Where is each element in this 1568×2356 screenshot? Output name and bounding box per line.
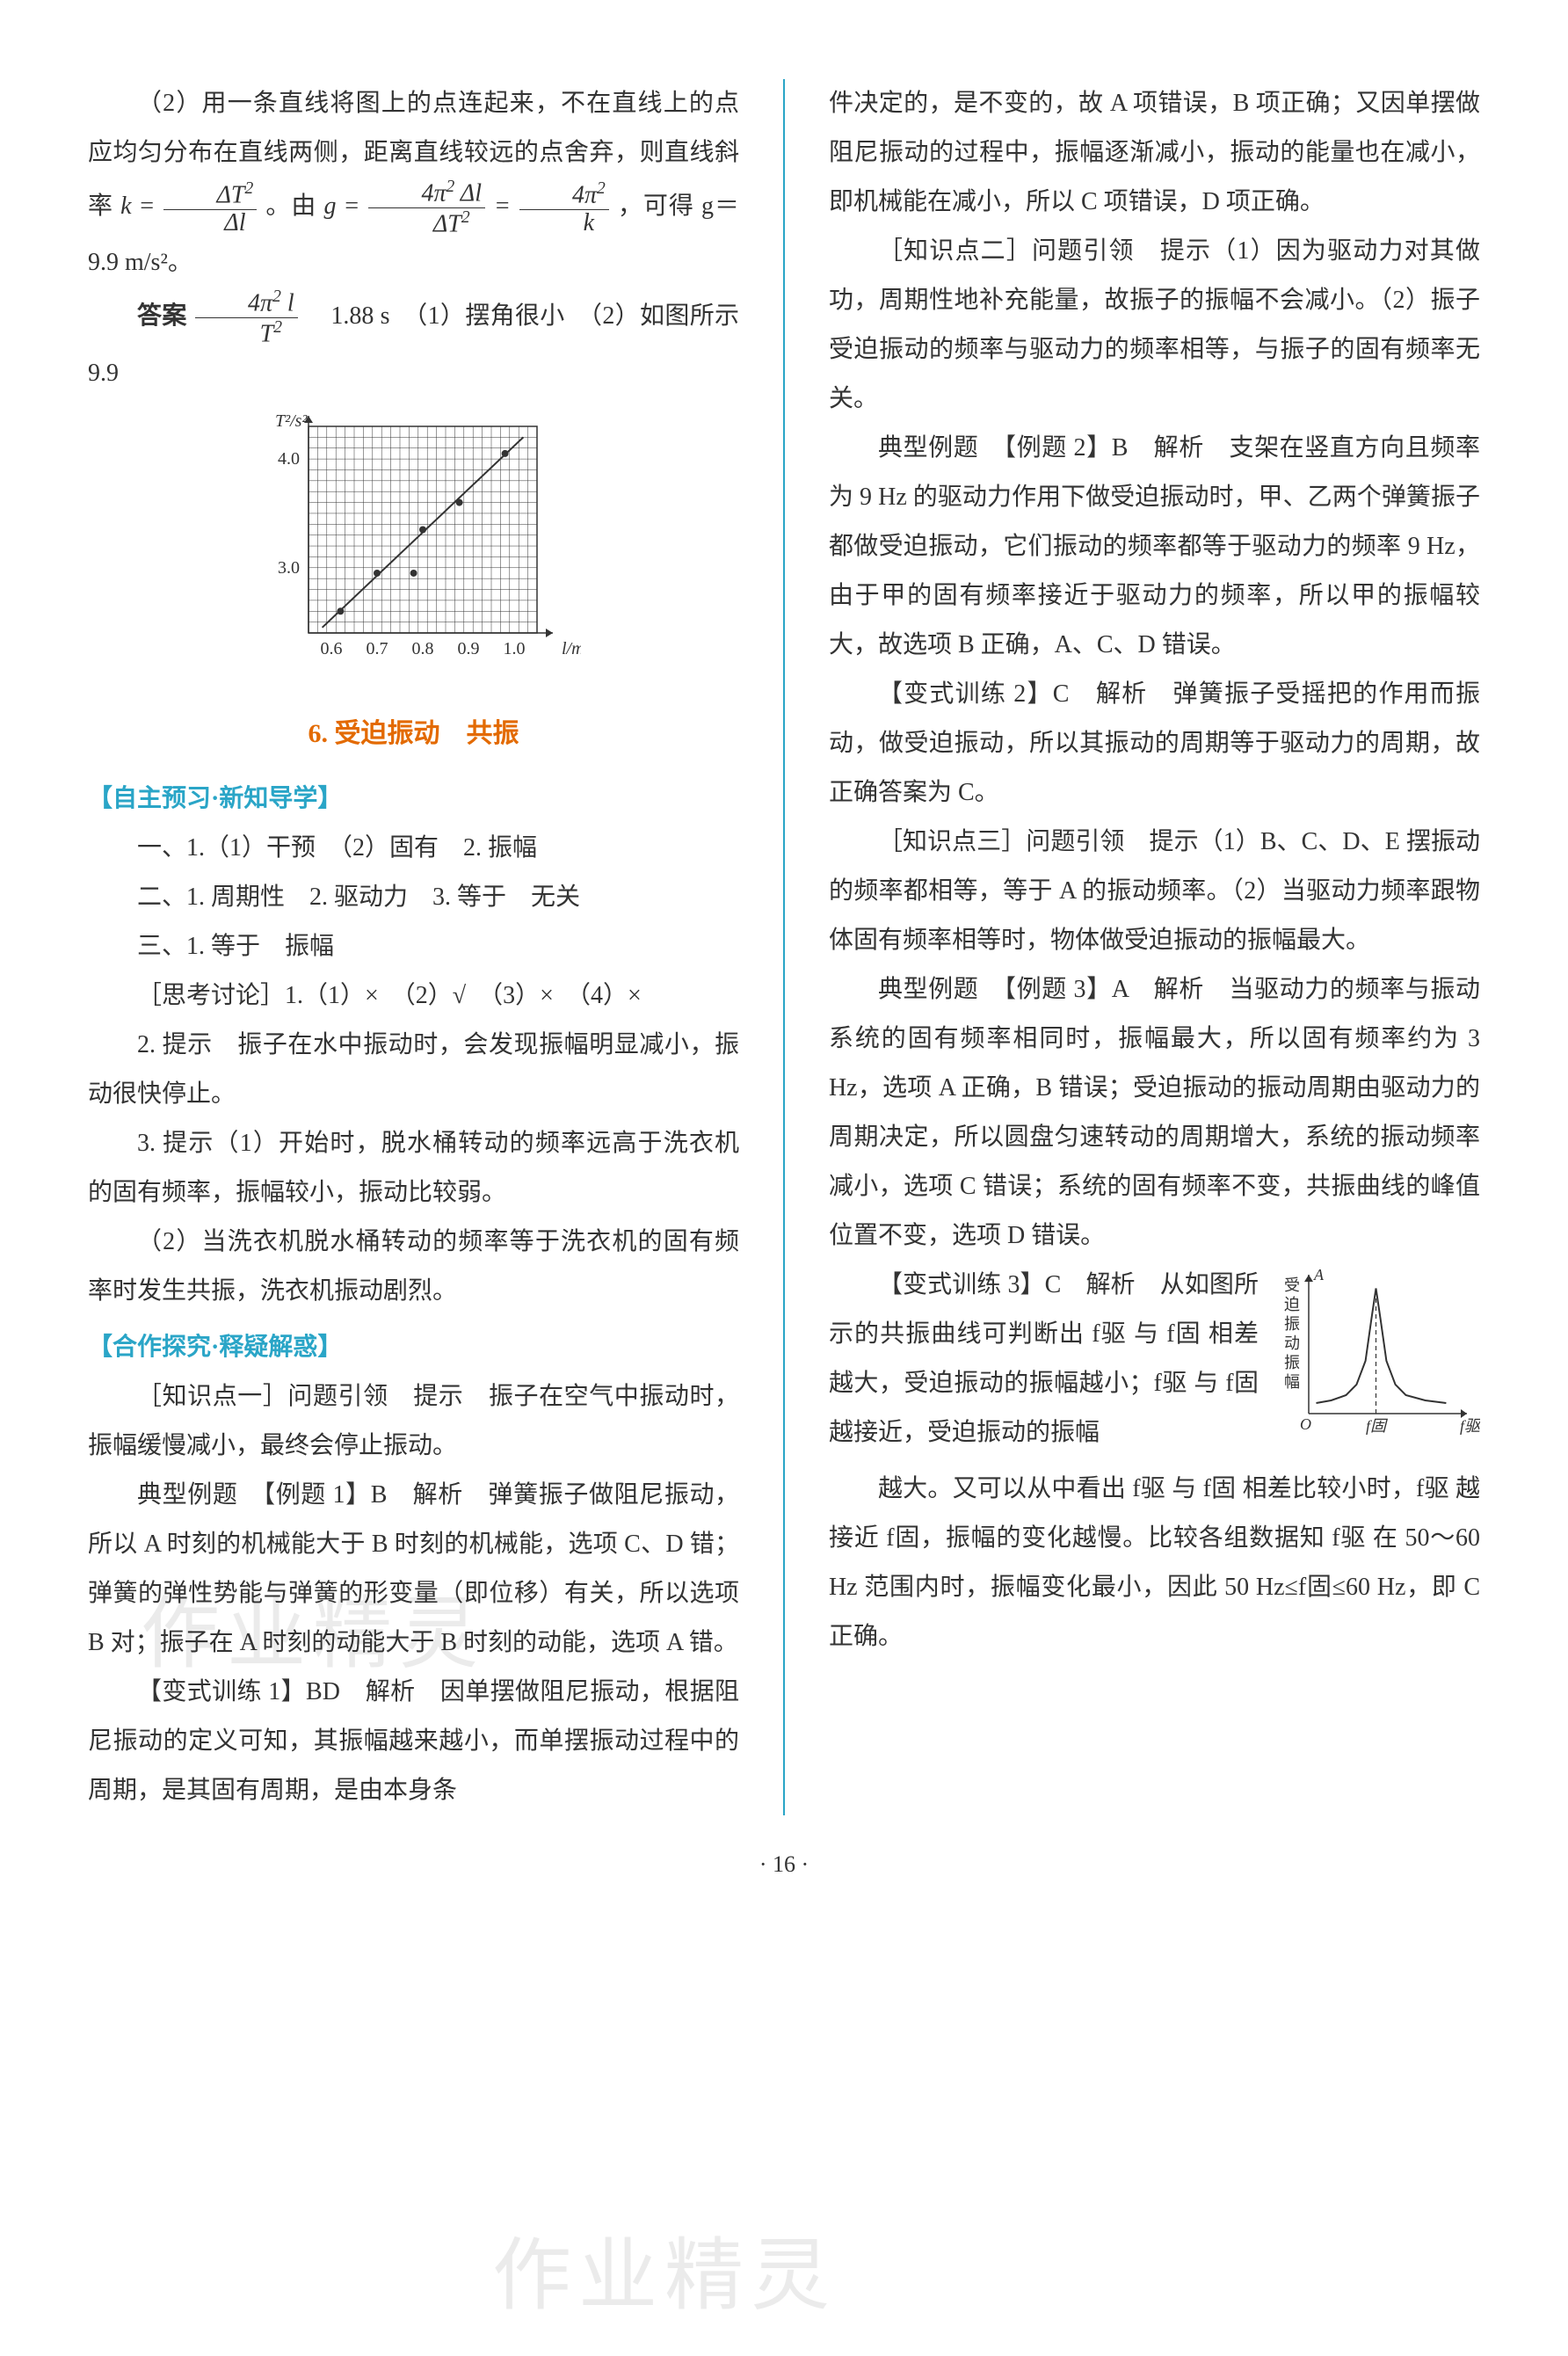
formula-k: k = ΔT2Δl <box>120 193 265 220</box>
scatter-chart: 0.6 0.7 0.8 0.9 1.0 3.0 4.0 l/m T²/s² <box>88 409 739 690</box>
svg-text:动: 动 <box>1284 1334 1300 1352</box>
formula-g: g = 4π2 ΔlΔT2 = 4π2k <box>323 193 617 220</box>
answer-line: 答案 4π2 lT2 1.88 s （1）摆角很小 （2）如图所示 9.9 <box>88 287 739 397</box>
list-item: 三、1. 等于 振幅 <box>88 922 739 971</box>
answer-text: 1.88 s （1）摆角很小 （2）如图所示 9.9 <box>88 302 764 386</box>
paragraph: 典型例题 【例题 3】A 解析 当驱动力的频率与振动系统的固有频率相同时，振幅最… <box>829 965 1480 1261</box>
paragraph: 【变式训练 2】C 解析 弹簧振子受摇把的作用而振动，做受迫振动，所以其振动的周… <box>829 670 1480 818</box>
paragraph: （2）用一条直线将图上的点连起来，不在直线上的点应均匀分布在直线两侧，距离直线较… <box>88 79 739 287</box>
section-title: 6. 受迫振动 共振 <box>88 708 739 760</box>
text: 。由 <box>265 193 323 220</box>
paragraph: 【变式训练 1】BD 解析 因单摆做阻尼振动，根据阻尼振动的定义可知，其振幅越来… <box>88 1668 739 1815</box>
paragraph: ［知识点一］问题引领 提示 振子在空气中振动时，振幅缓慢减小，最终会停止振动。 <box>88 1372 739 1471</box>
column-divider <box>783 79 785 1815</box>
resonance-svg: Of驱Af固受迫振动振幅 <box>1269 1266 1480 1442</box>
two-column-layout: （2）用一条直线将图上的点连起来，不在直线上的点应均匀分布在直线两侧，距离直线较… <box>88 79 1480 1815</box>
svg-text:0.7: 0.7 <box>366 639 388 658</box>
svg-text:l/m: l/m <box>562 639 581 658</box>
svg-text:3.0: 3.0 <box>278 557 300 577</box>
chart-svg: 0.6 0.7 0.8 0.9 1.0 3.0 4.0 l/m T²/s² <box>247 409 581 673</box>
paragraph: ［知识点三］问题引领 提示（1）B、C、D、E 摆振动的频率都相等，等于 A 的… <box>829 818 1480 965</box>
svg-text:4.0: 4.0 <box>278 449 300 469</box>
paragraph: ［知识点二］问题引领 提示（1）因为驱动力对其做功，周期性地补充能量，故振子的振… <box>829 227 1480 424</box>
svg-text:f固: f固 <box>1366 1417 1389 1435</box>
paragraph: 3. 提示（1）开始时，脱水桶转动的频率远高于洗衣机的固有频率，振幅较小，振动比… <box>88 1119 739 1218</box>
right-column: 件决定的，是不变的，故 A 项错误，B 项正确；又因单摆做阻尼振动的过程中，振幅… <box>829 79 1480 1815</box>
paragraph: 典型例题 【例题 1】B 解析 弹簧振子做阻尼振动，所以 A 时刻的机械能大于 … <box>88 1471 739 1668</box>
svg-text:振: 振 <box>1284 1315 1300 1333</box>
answer-label: 答案 <box>137 302 187 330</box>
svg-text:O: O <box>1300 1415 1311 1433</box>
svg-text:幅: 幅 <box>1284 1373 1300 1391</box>
paragraph: 件决定的，是不变的，故 A 项错误，B 项正确；又因单摆做阻尼振动的过程中，振幅… <box>829 79 1480 227</box>
list-item: 一、1.（1）干预 （2）固有 2. 振幅 <box>88 824 739 873</box>
paragraph: （2）当洗衣机脱水桶转动的频率等于洗衣机的固有频率时发生共振，洗衣机振动剧烈。 <box>88 1218 739 1316</box>
paragraph: 越大。又可以从中看出 f驱 与 f固 相差比较小时，f驱 越接近 f固，振幅的变… <box>829 1465 1480 1662</box>
svg-text:0.8: 0.8 <box>411 639 433 658</box>
paragraph: 2. 提示 振子在水中振动时，会发现振幅明显减小，振动很快停止。 <box>88 1021 739 1119</box>
svg-text:f驱: f驱 <box>1460 1417 1480 1435</box>
watermark: 作业精灵 <box>492 2198 837 2356</box>
svg-text:1.0: 1.0 <box>503 639 525 658</box>
page-number: · 16 · <box>88 1842 1480 1887</box>
svg-text:迫: 迫 <box>1284 1296 1300 1313</box>
paragraph: 典型例题 【例题 2】B 解析 支架在竖直方向且频率为 9 Hz 的驱动力作用下… <box>829 424 1480 670</box>
svg-text:A: A <box>1313 1266 1325 1283</box>
list-item: ［思考讨论］1.（1）× （2）√ （3）× （4）× <box>88 971 739 1021</box>
svg-text:0.6: 0.6 <box>320 639 342 658</box>
svg-text:T²/s²: T²/s² <box>275 411 308 431</box>
left-column: （2）用一条直线将图上的点连起来，不在直线上的点应均匀分布在直线两侧，距离直线较… <box>88 79 739 1815</box>
resonance-chart: Of驱Af固受迫振动振幅 <box>1269 1266 1480 1459</box>
svg-text:振: 振 <box>1284 1354 1300 1371</box>
subsection-title: 【自主预习·新知导学】 <box>88 774 739 824</box>
svg-text:0.9: 0.9 <box>457 639 479 658</box>
subsection-title: 【合作探究·释疑解惑】 <box>88 1323 739 1372</box>
svg-text:受: 受 <box>1284 1276 1300 1294</box>
list-item: 二、1. 周期性 2. 驱动力 3. 等于 无关 <box>88 873 739 922</box>
formula-answer: 4π2 lT2 <box>193 302 306 330</box>
